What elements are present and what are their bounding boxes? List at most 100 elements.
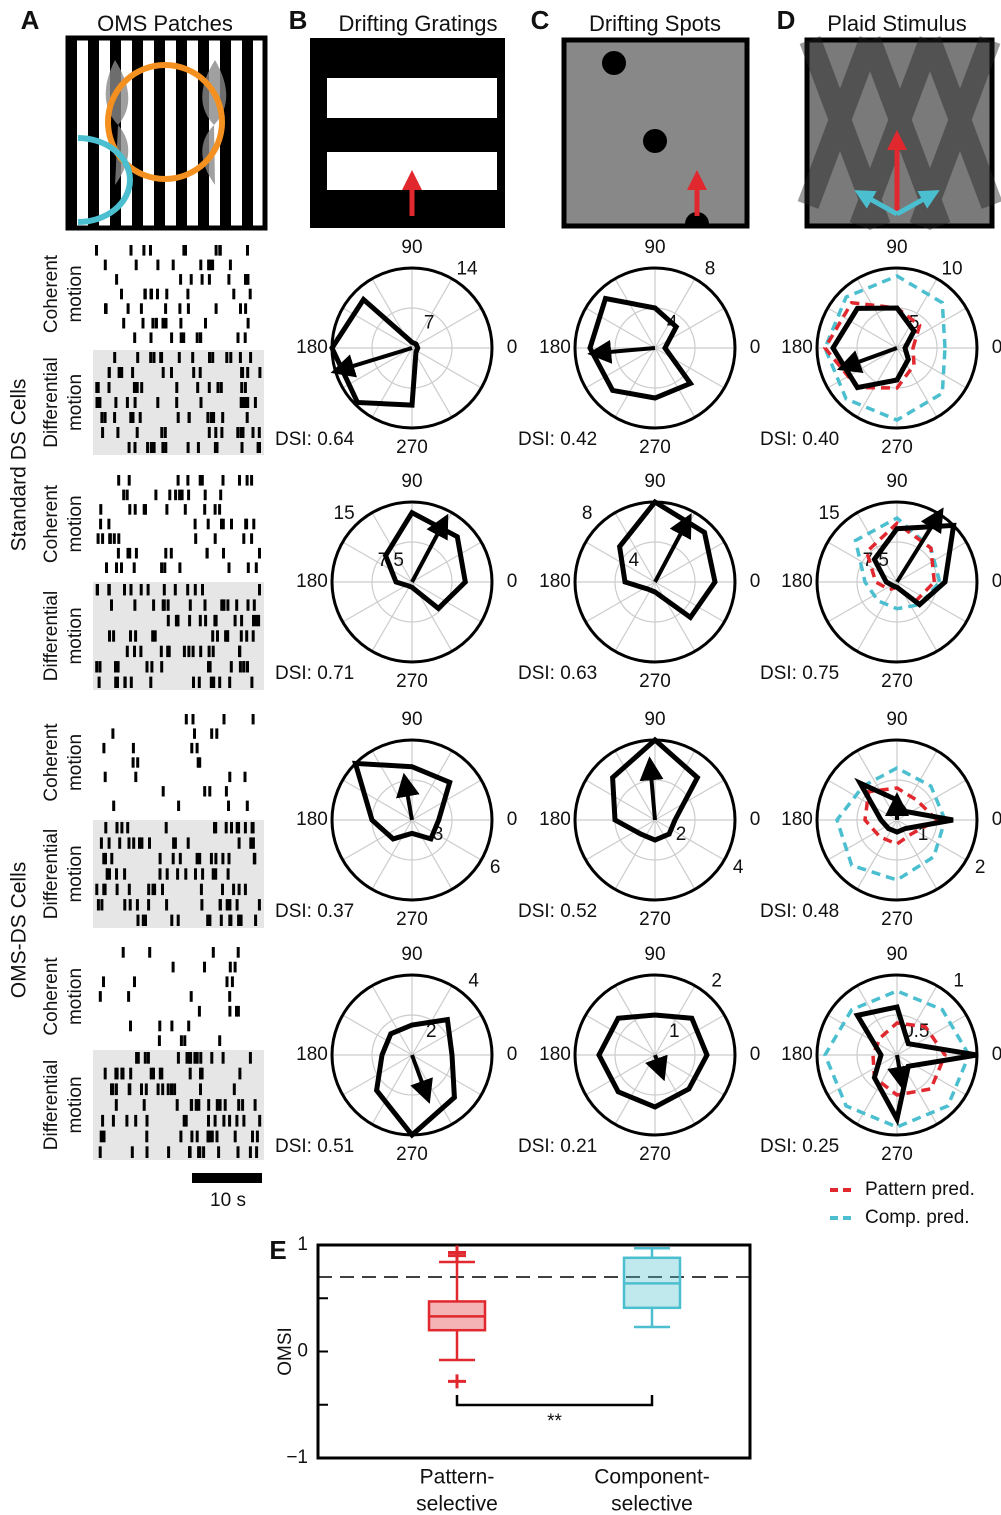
raster-spike [108, 837, 111, 848]
raster-spike [142, 318, 145, 329]
raster-spike [146, 442, 149, 453]
raster-spike [134, 772, 137, 782]
angle-tick-label: 90 [644, 944, 665, 965]
raster-spike [228, 677, 231, 688]
angle-tick-label: 180 [539, 337, 571, 358]
raster-spike [203, 962, 206, 973]
raster-spike [214, 533, 217, 544]
raster-spike [246, 475, 249, 486]
raster-spike [115, 868, 118, 879]
raster-spike [160, 661, 163, 672]
raster-spike [180, 1035, 183, 1046]
raster-spike [142, 245, 145, 256]
raster-spike [112, 1115, 115, 1127]
raster-spike [214, 853, 217, 864]
x-tick-label: selective [416, 1493, 498, 1515]
raster-spike [174, 584, 177, 595]
raster-spike [189, 1146, 192, 1158]
raster-spike [188, 615, 191, 626]
spots-stimulus [564, 40, 747, 226]
raster-spike [200, 899, 203, 910]
raster-spike [128, 442, 131, 453]
raster-spike [201, 1068, 204, 1080]
raster-spike [197, 1099, 200, 1111]
outlier [448, 1374, 466, 1388]
raster-spike [122, 490, 125, 501]
raster-spike [253, 599, 256, 610]
raster-spike [214, 427, 217, 438]
raster-spike [228, 1115, 231, 1127]
raster-spike [118, 837, 121, 848]
raster-spike [198, 757, 201, 767]
raster-spike [220, 519, 223, 530]
raster-spike [135, 548, 138, 559]
raster-spike [244, 822, 247, 833]
raster-spike [212, 947, 215, 958]
raster-spike [207, 1115, 210, 1127]
raster-spike [184, 868, 187, 879]
raster-spike [219, 899, 222, 910]
raster-spike [164, 303, 167, 314]
raster-spike [214, 868, 217, 879]
raster-spike [217, 382, 220, 393]
raster-spike [246, 801, 249, 811]
y-tick-label: 1 [297, 1234, 308, 1255]
dsi-vector [412, 1055, 427, 1096]
raster-spike [156, 260, 159, 271]
raster-spike [225, 822, 228, 833]
raster-spike [215, 615, 218, 626]
x-tick-label: Component- [594, 1466, 710, 1489]
raster-spike [258, 1115, 261, 1127]
condition-label: Differential [41, 591, 62, 681]
raster-spike [234, 1131, 237, 1143]
raster-spike [153, 352, 156, 363]
raster-spike [235, 599, 238, 610]
raster-spike [178, 562, 181, 573]
raster-spike [258, 427, 261, 438]
raster-spike [174, 837, 177, 848]
raster-spike [154, 490, 157, 501]
raster-spike [234, 962, 237, 973]
raster-spike [133, 976, 136, 987]
raster-spike [140, 1083, 143, 1095]
raster-spike [108, 367, 111, 378]
condition-label: Coherent [41, 484, 62, 563]
raster-spike [229, 352, 232, 363]
angle-tick-label: 90 [401, 709, 422, 730]
raster-spike [206, 412, 209, 423]
raster-spike [220, 427, 223, 438]
radial-tick-label: 1 [953, 970, 964, 991]
angle-tick-label: 0 [750, 1044, 761, 1065]
raster-spike [131, 367, 134, 378]
raster-spike [145, 1083, 148, 1095]
raster-spike [128, 837, 131, 848]
raster-spike [95, 382, 98, 393]
significance-label: ** [547, 1411, 562, 1432]
raster-spike [229, 962, 232, 973]
raster-spike [120, 562, 123, 573]
raster-spike [147, 584, 150, 595]
raster-spike [190, 274, 193, 285]
raster-spike [150, 289, 153, 300]
raster-spike [237, 947, 240, 958]
raster-spike [149, 677, 152, 688]
dsi-label: DSI: 0.37 [275, 901, 354, 922]
raster-spike [162, 599, 165, 610]
raster-spike [167, 1083, 170, 1095]
raster-spike [167, 615, 170, 626]
raster-spike [249, 1146, 252, 1158]
raster-spike [218, 1035, 221, 1046]
raster-spike [142, 915, 145, 926]
raster-spike [104, 412, 107, 423]
raster-spike [233, 1083, 236, 1095]
raster-spike [140, 837, 143, 848]
raster-spike [144, 1052, 147, 1064]
angle-tick-label: 180 [296, 571, 328, 592]
raster-spike [188, 412, 191, 423]
raster-spike [226, 599, 229, 610]
raster-spike [199, 1083, 202, 1095]
dsi-label: DSI: 0.75 [760, 663, 839, 684]
raster-spike [162, 318, 165, 329]
raster-spike [185, 714, 188, 724]
raster-spike [133, 646, 136, 657]
